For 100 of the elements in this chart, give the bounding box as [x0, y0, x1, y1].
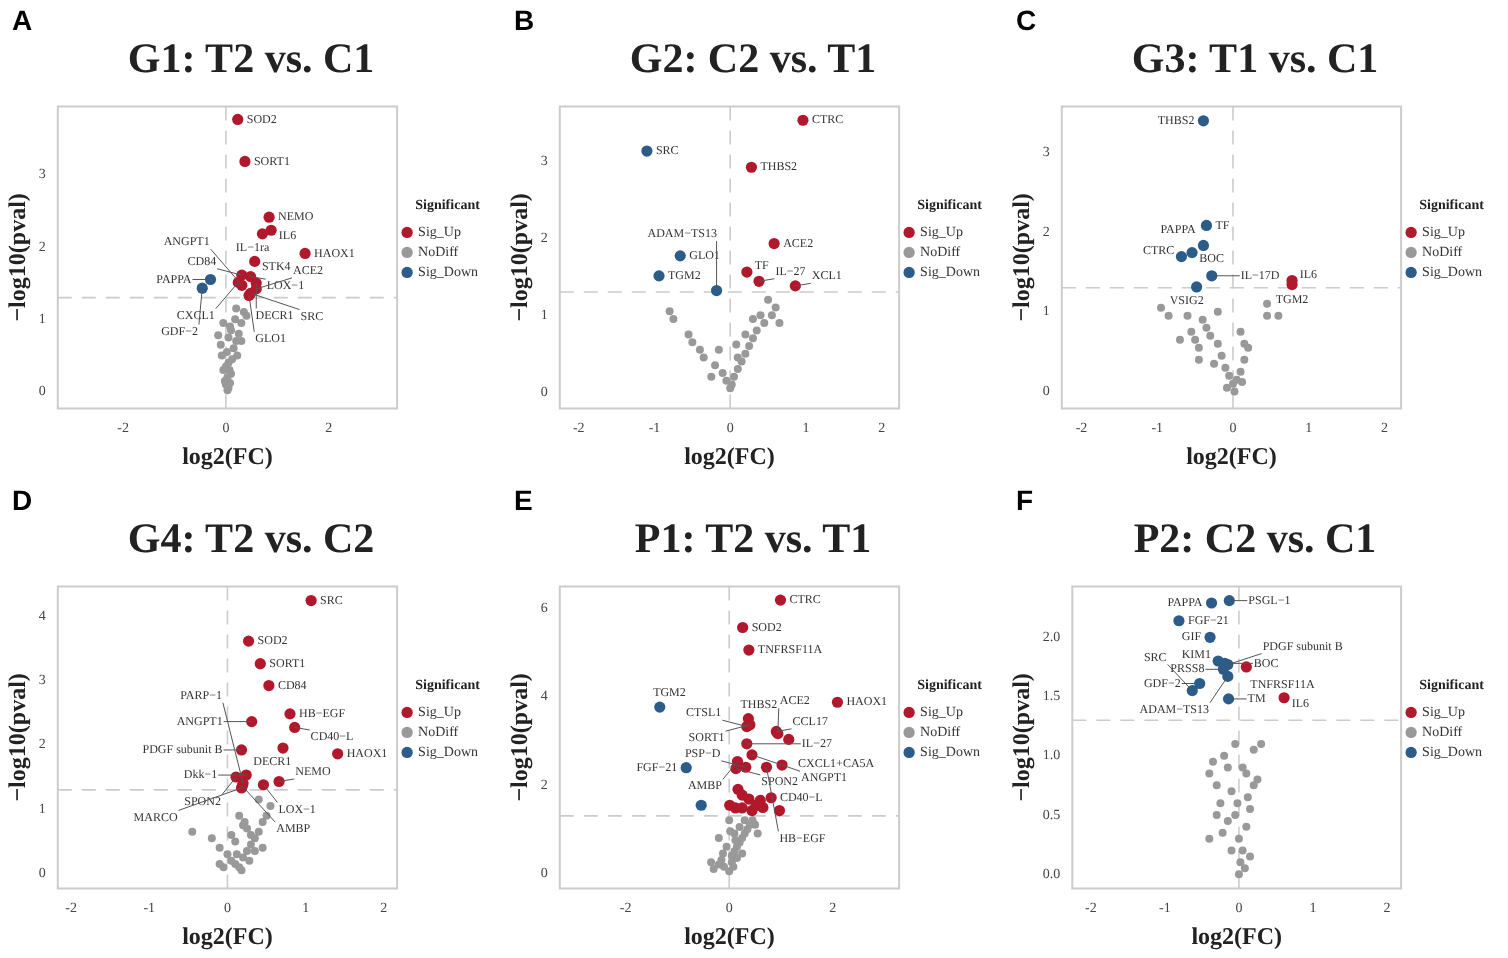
point [1187, 327, 1196, 336]
point [1246, 805, 1255, 814]
point [831, 696, 844, 708]
point [1223, 763, 1232, 772]
point [1222, 383, 1231, 392]
point [1249, 781, 1258, 790]
point [707, 858, 716, 867]
point [1240, 355, 1249, 364]
point [231, 837, 240, 846]
point [223, 850, 232, 859]
point [1223, 595, 1235, 607]
point [1243, 793, 1252, 802]
point [752, 326, 761, 335]
chart-title: G2: C2 vs. T1 [629, 34, 877, 83]
point [243, 847, 251, 856]
point [695, 799, 707, 811]
point [753, 275, 765, 287]
point [1194, 343, 1203, 352]
y-axis-title: −log10(pval) [1006, 193, 1035, 322]
chart-title: G1: T2 vs. C1 [127, 34, 375, 83]
point [1213, 339, 1222, 348]
point [733, 365, 742, 374]
point [1230, 387, 1239, 396]
point [741, 330, 750, 339]
point [263, 679, 275, 692]
point [1191, 335, 1200, 344]
point [1236, 858, 1245, 867]
point [714, 833, 723, 842]
point [748, 315, 757, 324]
point [232, 304, 241, 313]
point [1242, 769, 1251, 778]
point [722, 842, 731, 851]
point [1218, 828, 1227, 837]
point [204, 273, 217, 286]
point [265, 224, 277, 236]
point [1238, 763, 1247, 772]
point [222, 347, 231, 356]
y-axis-title: −log10(pval) [1006, 673, 1035, 802]
x-axis-title: log2(FC) [1186, 441, 1277, 470]
point [1240, 661, 1252, 673]
point [207, 834, 216, 843]
point [229, 344, 238, 353]
point [237, 318, 246, 327]
point [188, 827, 197, 836]
point [653, 270, 665, 282]
text: D [12, 483, 33, 516]
point [1197, 239, 1210, 252]
point [258, 843, 267, 852]
x-axis-title: log2(FC) [684, 441, 775, 470]
point [277, 742, 289, 754]
point [254, 658, 266, 670]
point [738, 849, 747, 858]
point [768, 237, 780, 250]
point [1240, 864, 1249, 873]
y-axis-title: −log10(pval) [504, 673, 533, 802]
text: E [514, 483, 533, 516]
point [239, 155, 251, 168]
point [730, 372, 738, 381]
chart-title: P1: T2 vs. T1 [634, 514, 872, 563]
point [775, 318, 784, 327]
point [233, 351, 242, 360]
point [1202, 323, 1211, 332]
point [1227, 787, 1236, 796]
point [735, 822, 744, 831]
point [773, 804, 786, 817]
point [305, 594, 317, 607]
point [745, 161, 758, 173]
point [709, 864, 718, 873]
point [1164, 311, 1173, 320]
point [1225, 371, 1234, 380]
point [1212, 810, 1221, 819]
point [1175, 335, 1184, 344]
point [743, 644, 755, 656]
point [1183, 311, 1192, 320]
point [724, 799, 736, 811]
point [722, 376, 731, 385]
point [232, 113, 244, 126]
point [654, 701, 666, 713]
point [1217, 351, 1226, 360]
point [237, 337, 246, 346]
point [1253, 775, 1262, 784]
point [235, 811, 244, 820]
point [695, 345, 704, 354]
point [1257, 739, 1266, 748]
point [256, 228, 269, 240]
point [760, 318, 769, 327]
point [1206, 270, 1218, 282]
chart-title: G4: T2 vs. C2 [127, 514, 375, 563]
point [1278, 692, 1290, 704]
point [797, 114, 809, 126]
point [299, 247, 311, 260]
y-axis-title: −log10(pval) [2, 673, 31, 802]
point [1238, 378, 1247, 387]
point [249, 255, 261, 267]
point [1227, 846, 1236, 855]
point [246, 840, 255, 849]
point [748, 334, 757, 343]
point [767, 311, 776, 320]
point [789, 280, 801, 292]
y-axis-title: −log10(pval) [2, 193, 31, 322]
